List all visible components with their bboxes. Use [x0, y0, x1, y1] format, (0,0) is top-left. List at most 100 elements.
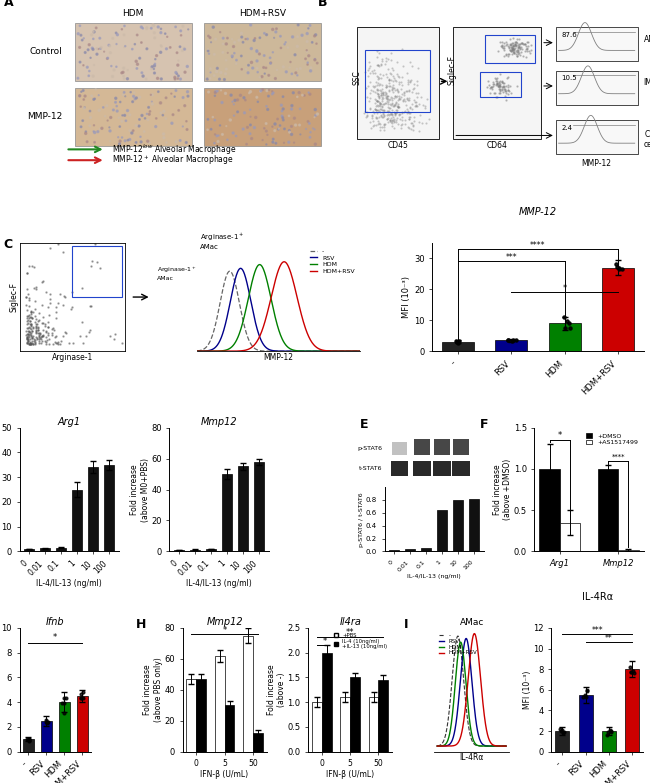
Bar: [187, 679, 196, 752]
Point: [53, 337, 63, 350]
Point: [22, 312, 32, 324]
Point: [85, 300, 96, 312]
Point: [23, 325, 33, 337]
Point: [40, 286, 51, 298]
Point: [117, 337, 127, 349]
Point: [49, 323, 59, 336]
Point: [35, 328, 46, 341]
Point: [53, 238, 64, 251]
Point: [44, 332, 54, 345]
Bar: [555, 731, 569, 752]
Point: [23, 328, 33, 341]
Bar: [77, 696, 88, 752]
Point: [625, 661, 635, 673]
Point: [28, 330, 38, 342]
Y-axis label: MFI (10⁻³): MFI (10⁻³): [402, 276, 411, 318]
Point: [32, 324, 43, 337]
Point: [34, 314, 45, 327]
Point: [43, 329, 53, 341]
Bar: [222, 474, 232, 551]
Title: Mmp12: Mmp12: [206, 617, 243, 627]
Point: [109, 333, 120, 345]
Point: [33, 323, 44, 336]
Point: [67, 286, 77, 298]
Point: [76, 691, 86, 704]
Bar: [540, 469, 560, 551]
Point: [24, 337, 34, 349]
Text: Arginase-1$^+$
AMac: Arginase-1$^+$ AMac: [200, 232, 245, 251]
Point: [25, 337, 36, 349]
Point: [30, 337, 40, 350]
Text: Siglec-F: Siglec-F: [447, 55, 456, 85]
Bar: [224, 705, 235, 752]
Point: [30, 337, 40, 349]
Point: [31, 324, 41, 337]
Point: [24, 327, 34, 340]
Point: [25, 306, 36, 319]
Point: [38, 310, 49, 323]
Point: [85, 300, 96, 312]
Point: [626, 666, 636, 679]
X-axis label: IFN-β (U/mL): IFN-β (U/mL): [326, 770, 374, 779]
Point: [25, 305, 36, 318]
Bar: [206, 549, 216, 551]
Point: [21, 330, 32, 343]
Text: *: *: [562, 284, 567, 294]
Point: [41, 336, 51, 348]
Point: [27, 312, 37, 324]
Title: AMac: AMac: [460, 619, 484, 627]
Legend: +DMSO, +AS1517499: +DMSO, +AS1517499: [583, 431, 640, 448]
Point: [27, 337, 38, 350]
Bar: [442, 342, 474, 351]
Point: [37, 330, 47, 342]
Point: [33, 332, 44, 345]
Point: [44, 297, 55, 309]
Text: I: I: [404, 618, 408, 631]
Point: [38, 275, 49, 287]
Point: [23, 333, 33, 345]
Point: [31, 336, 41, 348]
Point: [53, 297, 63, 309]
Point: [31, 323, 41, 336]
Point: [21, 266, 32, 279]
Bar: [23, 739, 34, 752]
Point: [38, 323, 49, 336]
Text: ****: ****: [612, 454, 625, 460]
Bar: [24, 549, 34, 551]
Point: [27, 325, 37, 337]
Point: [35, 327, 46, 339]
Point: [33, 327, 44, 339]
Point: [23, 287, 33, 300]
Bar: [369, 697, 378, 752]
Point: [59, 707, 70, 720]
Text: CD45: CD45: [387, 141, 408, 150]
Point: [86, 254, 97, 267]
Bar: [495, 341, 527, 351]
Point: [577, 691, 588, 703]
Point: [55, 337, 65, 350]
Text: HDM: HDM: [122, 9, 144, 18]
Point: [31, 320, 41, 333]
Text: 10.5: 10.5: [562, 75, 577, 81]
Point: [25, 311, 35, 323]
Point: [44, 242, 55, 254]
Text: ***: ***: [506, 253, 517, 262]
Point: [25, 319, 36, 331]
Point: [110, 328, 120, 341]
Point: [36, 330, 47, 342]
Text: HDM+RSV: HDM+RSV: [239, 9, 286, 18]
X-axis label: Arginase-1: Arginase-1: [52, 352, 93, 362]
Point: [33, 322, 44, 334]
Point: [38, 328, 48, 341]
Point: [75, 330, 86, 342]
Text: MMP-12$^+$ Alveolar Macrophage: MMP-12$^+$ Alveolar Macrophage: [112, 153, 233, 167]
Bar: [378, 680, 389, 752]
Point: [453, 337, 463, 349]
Point: [43, 301, 53, 313]
Point: [25, 337, 35, 350]
Bar: [312, 702, 322, 752]
Point: [95, 262, 105, 274]
X-axis label: MMP-12: MMP-12: [264, 352, 294, 362]
Point: [64, 337, 75, 349]
Point: [31, 312, 42, 325]
